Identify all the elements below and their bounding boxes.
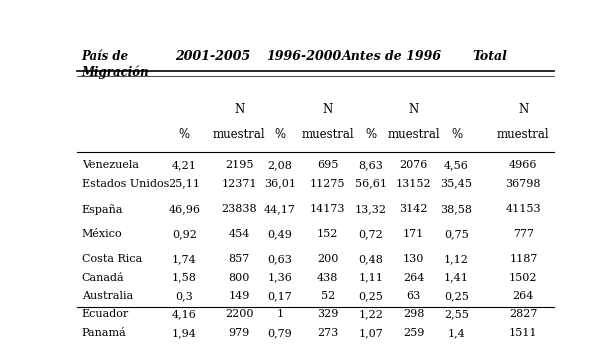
- Text: 3142: 3142: [399, 204, 428, 214]
- Text: México: México: [82, 229, 123, 239]
- Text: %: %: [451, 128, 462, 140]
- Text: 273: 273: [317, 328, 338, 338]
- Text: 4,56: 4,56: [444, 160, 469, 170]
- Text: 2001-2005: 2001-2005: [176, 50, 251, 63]
- Text: 0,63: 0,63: [267, 254, 293, 264]
- Text: 1,11: 1,11: [358, 273, 383, 283]
- Text: Costa Rica: Costa Rica: [82, 254, 142, 264]
- Text: 1,4: 1,4: [448, 328, 466, 338]
- Text: 25,11: 25,11: [168, 178, 200, 189]
- Text: 63: 63: [407, 291, 421, 301]
- Text: Total: Total: [472, 50, 508, 63]
- Text: 264: 264: [513, 291, 534, 301]
- Text: 130: 130: [403, 254, 424, 264]
- Text: 1: 1: [277, 309, 283, 320]
- Text: 2,55: 2,55: [444, 309, 469, 320]
- Text: 41153: 41153: [506, 204, 541, 214]
- Text: 14173: 14173: [310, 204, 346, 214]
- Text: 44,17: 44,17: [264, 204, 296, 214]
- Text: muestral: muestral: [497, 128, 549, 140]
- Text: 52: 52: [320, 291, 334, 301]
- Text: 36798: 36798: [506, 178, 541, 189]
- Text: 1,94: 1,94: [172, 328, 197, 338]
- Text: Panamá: Panamá: [82, 328, 126, 338]
- Text: 200: 200: [317, 254, 338, 264]
- Text: 857: 857: [229, 254, 250, 264]
- Text: 13152: 13152: [395, 178, 431, 189]
- Text: 4,16: 4,16: [172, 309, 197, 320]
- Text: 2827: 2827: [509, 309, 538, 320]
- Text: Canadá: Canadá: [82, 273, 124, 283]
- Text: 0,75: 0,75: [444, 229, 469, 239]
- Text: 1187: 1187: [509, 254, 538, 264]
- Text: 2,08: 2,08: [267, 160, 293, 170]
- Text: 1,22: 1,22: [358, 309, 383, 320]
- Text: 4966: 4966: [509, 160, 538, 170]
- Text: muestral: muestral: [213, 128, 265, 140]
- Text: 1511: 1511: [509, 328, 538, 338]
- Text: 56,61: 56,61: [355, 178, 387, 189]
- Text: 152: 152: [317, 229, 338, 239]
- Text: N: N: [518, 103, 529, 116]
- Text: 38,58: 38,58: [440, 204, 472, 214]
- Text: 13,32: 13,32: [355, 204, 387, 214]
- Text: 0,72: 0,72: [359, 229, 383, 239]
- Text: 0,49: 0,49: [267, 229, 293, 239]
- Text: 454: 454: [229, 229, 250, 239]
- Text: 979: 979: [229, 328, 250, 338]
- Text: 0,3: 0,3: [176, 291, 193, 301]
- Text: 8,63: 8,63: [358, 160, 383, 170]
- Text: 0,25: 0,25: [358, 291, 383, 301]
- Text: 1,41: 1,41: [444, 273, 469, 283]
- Text: 11275: 11275: [310, 178, 346, 189]
- Text: 2200: 2200: [225, 309, 254, 320]
- Text: Australia: Australia: [82, 291, 133, 301]
- Text: Ecuador: Ecuador: [82, 309, 129, 320]
- Text: 23838: 23838: [222, 204, 257, 214]
- Text: 1,74: 1,74: [172, 254, 197, 264]
- Text: 2195: 2195: [225, 160, 254, 170]
- Text: 800: 800: [229, 273, 250, 283]
- Text: 2076: 2076: [399, 160, 428, 170]
- Text: muestral: muestral: [387, 128, 440, 140]
- Text: N: N: [323, 103, 333, 116]
- Text: 35,45: 35,45: [440, 178, 472, 189]
- Text: 0,17: 0,17: [267, 291, 292, 301]
- Text: %: %: [365, 128, 376, 140]
- Text: 695: 695: [317, 160, 338, 170]
- Text: 0,25: 0,25: [444, 291, 469, 301]
- Text: muestral: muestral: [301, 128, 354, 140]
- Text: 259: 259: [403, 328, 424, 338]
- Text: 4,21: 4,21: [172, 160, 197, 170]
- Text: 1,58: 1,58: [172, 273, 197, 283]
- Text: 1,12: 1,12: [444, 254, 469, 264]
- Text: 329: 329: [317, 309, 338, 320]
- Text: 149: 149: [229, 291, 250, 301]
- Text: 171: 171: [403, 229, 424, 239]
- Text: Antes de 1996: Antes de 1996: [342, 50, 442, 63]
- Text: 298: 298: [403, 309, 424, 320]
- Text: 1502: 1502: [509, 273, 538, 283]
- Text: 12371: 12371: [222, 178, 257, 189]
- Text: 438: 438: [317, 273, 338, 283]
- Text: 36,01: 36,01: [264, 178, 296, 189]
- Text: País de
Migración: País de Migración: [82, 50, 150, 79]
- Text: 1996-2000: 1996-2000: [266, 50, 341, 63]
- Text: Estados Unidos: Estados Unidos: [82, 178, 169, 189]
- Text: Venezuela: Venezuela: [82, 160, 139, 170]
- Text: 0,92: 0,92: [172, 229, 197, 239]
- Text: 46,96: 46,96: [168, 204, 200, 214]
- Text: %: %: [274, 128, 285, 140]
- Text: N: N: [234, 103, 245, 116]
- Text: España: España: [82, 204, 123, 215]
- Text: 777: 777: [513, 229, 534, 239]
- Text: 1,36: 1,36: [267, 273, 293, 283]
- Text: 264: 264: [403, 273, 424, 283]
- Text: 0,48: 0,48: [358, 254, 383, 264]
- Text: 1,07: 1,07: [359, 328, 383, 338]
- Text: 0,79: 0,79: [267, 328, 292, 338]
- Text: %: %: [179, 128, 190, 140]
- Text: N: N: [408, 103, 419, 116]
